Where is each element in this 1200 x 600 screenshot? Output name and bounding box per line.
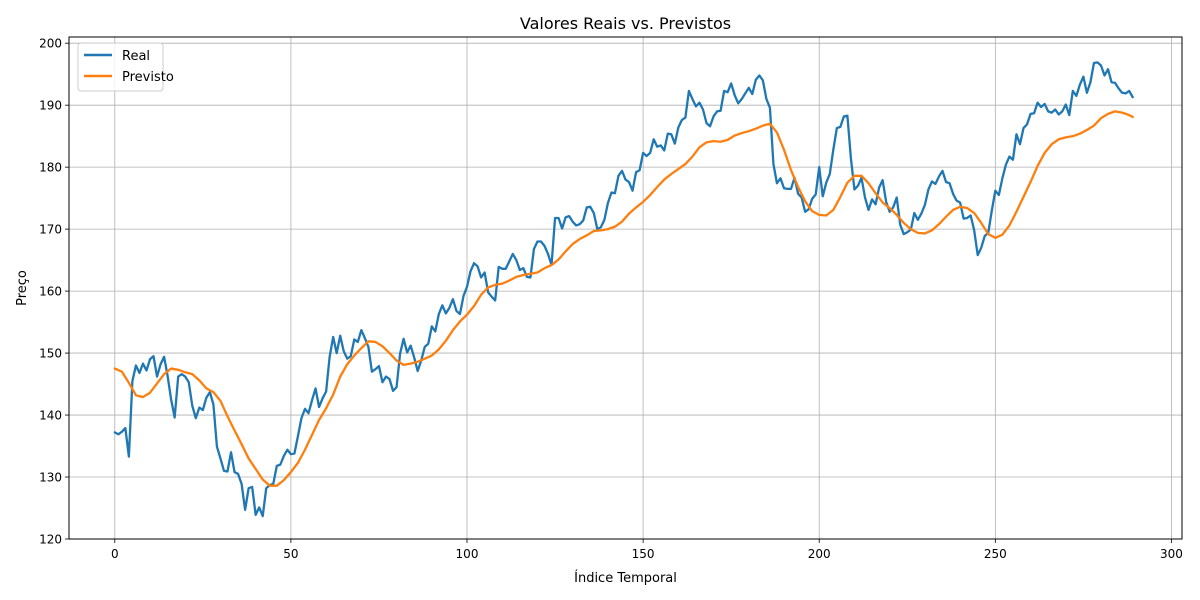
y-tick-label: 170 (39, 223, 62, 237)
x-tick-label: 250 (984, 547, 1007, 561)
grid-lines (69, 37, 1182, 540)
x-tick-label: 300 (1160, 547, 1183, 561)
legend-label-previsto: Previsto (122, 70, 174, 85)
y-tick-label: 180 (39, 161, 62, 175)
series-layer (113, 61, 1134, 518)
x-axis-label: Índice Temporal (574, 570, 677, 586)
chart-title: Valores Reais vs. Previstos (520, 14, 731, 33)
legend-label-real: Real (122, 49, 150, 64)
x-tick-label: 100 (456, 547, 479, 561)
y-axis-label: Preço (15, 270, 30, 306)
axis-ticks: 0 50 100 150 200 250 300 120 130 140 150 160 170 180 1… (39, 37, 1183, 561)
x-tick-label: 200 (808, 547, 831, 561)
y-tick-label: 200 (39, 37, 62, 51)
x-tick-label: 50 (283, 547, 298, 561)
series-line-previsto (113, 110, 1134, 487)
series-line-real (113, 61, 1134, 518)
y-tick-label: 140 (39, 409, 62, 423)
x-tick-label: 0 (111, 547, 119, 561)
y-tick-label: 120 (39, 533, 62, 547)
x-tick-label: 150 (632, 547, 655, 561)
y-tick-label: 150 (39, 347, 62, 361)
y-tick-label: 130 (39, 471, 62, 485)
y-tick-label: 160 (39, 285, 62, 299)
y-tick-label: 190 (39, 99, 62, 113)
legend: Real Previsto (77, 42, 174, 92)
plot-frame (68, 36, 1183, 540)
